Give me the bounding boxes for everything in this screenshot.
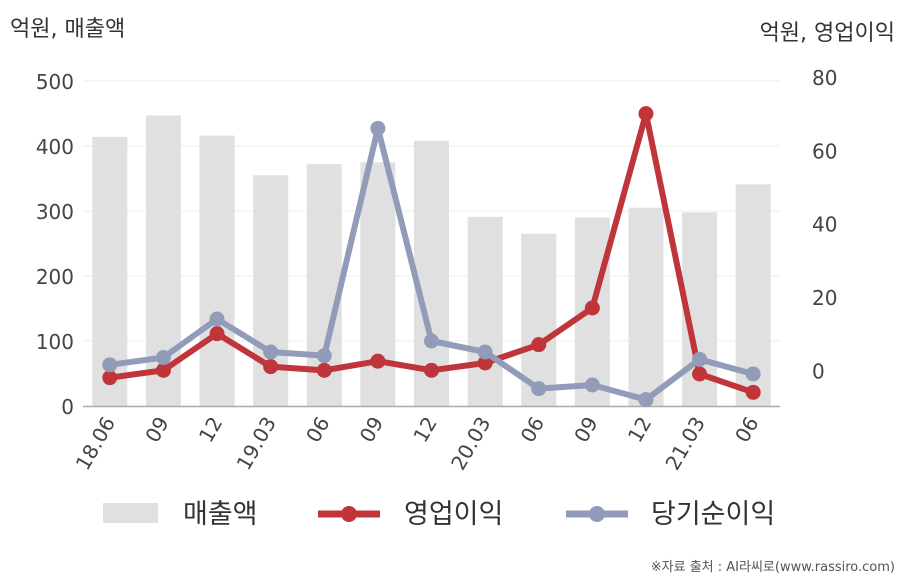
profit-lines xyxy=(102,106,761,408)
bar-revenue xyxy=(360,162,396,406)
point-net-income xyxy=(102,357,118,373)
point-net-income xyxy=(692,351,708,367)
point-net-income xyxy=(745,366,761,382)
x-tick-label: 09 xyxy=(355,413,389,447)
left-tick-label: 100 xyxy=(36,330,74,354)
bar-revenue xyxy=(467,216,503,406)
x-tick-label: 09 xyxy=(569,413,603,447)
x-tick-label: 12 xyxy=(408,413,442,447)
point-operating-profit xyxy=(209,326,225,342)
source-note: ※자료 출처 : AI라씨로(www.rassiro.com) xyxy=(651,560,895,575)
left-tick-label: 200 xyxy=(36,265,74,289)
point-net-income xyxy=(155,350,171,365)
x-tick-label: 21.03 xyxy=(660,413,709,475)
bar-revenue xyxy=(199,135,235,406)
legend-label-net-income: 당기순이익 xyxy=(651,499,775,530)
x-tick-label: 20.03 xyxy=(446,412,495,474)
left-axis-unit: 억원, 매출액 xyxy=(10,17,125,42)
legend-marker-net-income xyxy=(589,506,605,522)
point-net-income xyxy=(638,392,654,408)
right-tick-label: 0 xyxy=(812,359,825,383)
point-operating-profit xyxy=(692,366,708,382)
legend-label-revenue: 매출액 xyxy=(183,499,258,530)
legend-marker-operating-profit xyxy=(341,506,357,522)
point-operating-profit xyxy=(638,106,654,122)
point-operating-profit xyxy=(477,355,493,371)
point-operating-profit xyxy=(263,359,279,375)
right-tick-label: 40 xyxy=(812,213,837,237)
point-net-income xyxy=(263,344,279,360)
x-tick-label: 06 xyxy=(516,413,550,447)
point-net-income xyxy=(477,344,493,360)
x-tick-label: 19.03 xyxy=(232,413,281,475)
revenue-bars xyxy=(92,115,771,407)
right-axis-ticks: 0 20 40 60 80 xyxy=(812,66,837,383)
point-operating-profit xyxy=(745,384,761,400)
right-tick-label: 60 xyxy=(812,139,837,163)
right-tick-label: 80 xyxy=(812,66,837,90)
x-tick-label: 06 xyxy=(730,413,764,447)
x-tick-label: 12 xyxy=(194,413,228,447)
x-axis-ticks: 18.06 09 12 19.03 06 09 12 20.03 06 09 12 21.03 06 xyxy=(71,412,764,474)
right-tick-label: 20 xyxy=(812,286,837,310)
point-operating-profit xyxy=(370,353,386,369)
legend-label-operating-profit: 영업이익 xyxy=(404,499,503,530)
bar-revenue xyxy=(414,140,449,407)
x-tick-label: 18.06 xyxy=(71,413,120,475)
left-axis-ticks: 0 100 200 300 400 500 xyxy=(36,70,74,419)
bar-revenue xyxy=(628,207,664,406)
x-tick-label: 12 xyxy=(623,413,657,447)
point-net-income xyxy=(531,381,547,397)
point-net-income xyxy=(424,333,439,349)
legend: 매출액 영업이익 당기순이익 xyxy=(103,499,775,530)
point-operating-profit xyxy=(316,362,332,378)
legend-swatch-revenue xyxy=(103,503,158,523)
point-operating-profit xyxy=(584,300,600,316)
left-tick-label: 400 xyxy=(36,135,74,159)
point-net-income xyxy=(209,311,225,327)
point-operating-profit xyxy=(155,362,171,378)
point-operating-profit xyxy=(424,362,439,378)
x-tick-label: 09 xyxy=(140,413,174,447)
point-net-income xyxy=(370,120,386,136)
left-tick-label: 0 xyxy=(61,395,74,419)
point-operating-profit xyxy=(102,370,118,386)
left-tick-label: 500 xyxy=(36,70,74,94)
point-net-income xyxy=(584,377,600,393)
point-operating-profit xyxy=(531,337,547,353)
point-net-income xyxy=(316,348,332,364)
right-axis-unit: 억원, 영업이익 xyxy=(760,21,895,46)
x-tick-label: 06 xyxy=(301,413,335,447)
left-tick-label: 300 xyxy=(36,200,74,224)
